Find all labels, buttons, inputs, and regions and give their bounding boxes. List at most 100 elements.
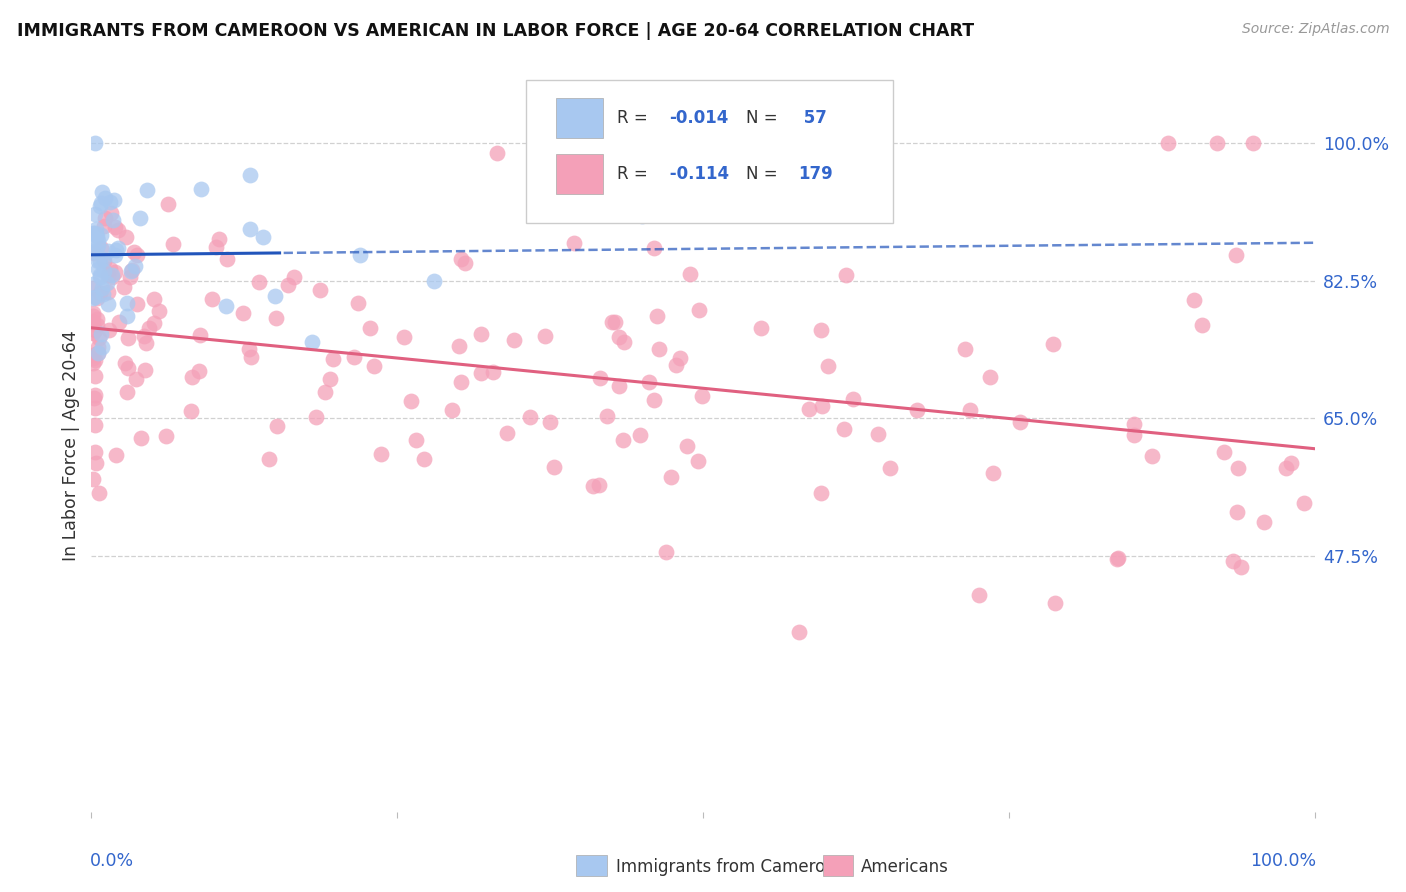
Point <box>810 486 832 500</box>
Point <box>83 246 105 260</box>
Point <box>90 340 112 354</box>
Point <box>247 275 270 289</box>
Point <box>87 486 110 500</box>
Point <box>322 352 344 367</box>
Point <box>82 472 104 486</box>
Point <box>979 370 1001 384</box>
Point <box>1123 428 1146 442</box>
Point <box>645 309 668 323</box>
Point <box>97 244 120 259</box>
Point <box>413 451 436 466</box>
Point <box>643 393 665 408</box>
Point <box>659 469 682 483</box>
Point <box>84 323 107 337</box>
Text: Source: ZipAtlas.com: Source: ZipAtlas.com <box>1241 22 1389 37</box>
Point <box>239 168 262 182</box>
Point <box>605 315 627 329</box>
Point <box>1140 449 1163 463</box>
Point <box>349 248 371 262</box>
Point <box>1122 417 1144 431</box>
Point <box>543 460 565 475</box>
Point <box>82 277 104 292</box>
Point <box>104 243 127 257</box>
Point <box>449 339 471 353</box>
Point <box>125 248 148 262</box>
Point <box>91 252 114 266</box>
Point <box>277 277 299 292</box>
Point <box>83 227 105 241</box>
Point <box>450 252 472 266</box>
Point <box>83 445 105 459</box>
Point <box>1292 495 1315 509</box>
Point <box>129 431 152 445</box>
Point <box>86 228 108 243</box>
Point <box>264 311 287 326</box>
Point <box>305 410 328 425</box>
Point <box>136 183 159 197</box>
Text: -0.114: -0.114 <box>664 165 728 183</box>
Text: IMMIGRANTS FROM CAMEROON VS AMERICAN IN LABOR FORCE | AGE 20-64 CORRELATION CHAR: IMMIGRANTS FROM CAMEROON VS AMERICAN IN … <box>17 22 974 40</box>
Point <box>588 477 610 491</box>
Point <box>1281 456 1303 470</box>
Point <box>188 328 211 343</box>
Point <box>84 227 107 242</box>
Point <box>283 270 305 285</box>
Point <box>688 302 710 317</box>
Text: N =: N = <box>745 110 783 128</box>
Y-axis label: In Labor Force | Age 20-64: In Labor Force | Age 20-64 <box>62 331 80 561</box>
Point <box>87 262 110 277</box>
Point <box>90 185 112 199</box>
Point <box>495 425 517 440</box>
Point <box>470 326 492 341</box>
Point <box>1213 445 1236 459</box>
Point <box>84 456 107 470</box>
Point <box>188 364 211 378</box>
Point <box>370 447 392 461</box>
Point <box>83 391 105 405</box>
Point <box>1107 551 1129 566</box>
Text: 100.0%: 100.0% <box>1250 852 1316 870</box>
Point <box>589 371 612 385</box>
Point <box>363 359 385 373</box>
Point <box>82 280 104 294</box>
Point <box>692 875 714 889</box>
Point <box>534 329 557 343</box>
Point <box>82 326 104 340</box>
Point <box>240 350 263 364</box>
Text: R =: R = <box>617 165 654 183</box>
Point <box>84 243 107 257</box>
Point <box>486 146 509 161</box>
Point <box>201 292 224 306</box>
Point <box>120 269 142 284</box>
Point <box>668 351 690 365</box>
Point <box>93 263 115 277</box>
Point <box>156 196 179 211</box>
Point <box>86 221 108 235</box>
Point <box>114 356 136 370</box>
Point <box>90 228 112 243</box>
Point <box>394 330 416 344</box>
Point <box>343 350 366 364</box>
Text: -0.014: -0.014 <box>669 110 728 128</box>
Point <box>103 193 125 207</box>
Point <box>1222 554 1244 568</box>
Point <box>232 306 254 320</box>
Point <box>138 320 160 334</box>
Point <box>127 297 149 311</box>
Point <box>148 303 170 318</box>
Point <box>82 351 104 365</box>
Point <box>82 306 104 320</box>
FancyBboxPatch shape <box>526 80 893 223</box>
Point <box>86 291 108 305</box>
Point <box>503 333 526 347</box>
Point <box>1253 515 1275 529</box>
Point <box>115 296 138 310</box>
Point <box>959 403 981 417</box>
Point <box>90 196 112 211</box>
Point <box>84 207 107 221</box>
Point <box>810 322 832 336</box>
Text: 0.0%: 0.0% <box>90 852 135 870</box>
Point <box>129 211 152 225</box>
Point <box>690 389 713 403</box>
Point <box>879 460 901 475</box>
